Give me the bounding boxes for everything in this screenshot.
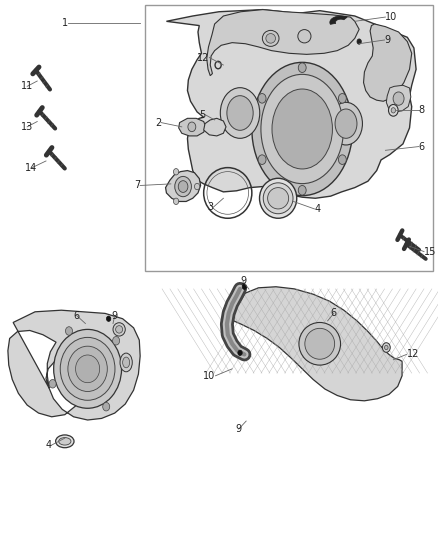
Ellipse shape [262, 30, 279, 46]
Polygon shape [364, 24, 412, 101]
Text: 6: 6 [74, 311, 80, 320]
Polygon shape [204, 118, 226, 136]
Text: 7: 7 [134, 181, 140, 190]
Ellipse shape [298, 29, 311, 43]
Ellipse shape [227, 96, 253, 130]
Text: 5: 5 [199, 110, 205, 119]
Ellipse shape [220, 87, 260, 138]
Ellipse shape [357, 39, 361, 44]
Text: 12: 12 [406, 350, 419, 359]
Text: 8: 8 [419, 106, 425, 115]
Text: 9: 9 [112, 311, 118, 320]
Ellipse shape [393, 92, 404, 106]
Ellipse shape [385, 345, 388, 350]
Ellipse shape [391, 108, 396, 113]
Ellipse shape [305, 328, 335, 359]
Ellipse shape [339, 155, 346, 165]
Polygon shape [166, 171, 201, 201]
Ellipse shape [261, 74, 343, 183]
Ellipse shape [173, 168, 179, 175]
Ellipse shape [49, 379, 56, 388]
Text: 15: 15 [424, 247, 436, 256]
Ellipse shape [330, 102, 363, 145]
Text: 6: 6 [419, 142, 425, 151]
Ellipse shape [123, 357, 130, 368]
Ellipse shape [258, 94, 266, 103]
Polygon shape [8, 310, 140, 420]
Ellipse shape [59, 438, 71, 445]
Ellipse shape [389, 104, 398, 116]
Ellipse shape [238, 350, 242, 356]
Ellipse shape [268, 188, 289, 209]
Ellipse shape [339, 94, 346, 103]
Ellipse shape [116, 326, 123, 333]
Text: 12: 12 [197, 53, 209, 62]
Text: 13: 13 [21, 122, 33, 132]
Ellipse shape [298, 63, 306, 72]
Ellipse shape [382, 343, 390, 352]
Text: 9: 9 [236, 424, 242, 434]
Text: 6: 6 [331, 309, 337, 318]
Ellipse shape [252, 62, 353, 196]
Text: 10: 10 [385, 12, 398, 22]
Ellipse shape [76, 355, 100, 383]
Ellipse shape [68, 346, 107, 391]
Polygon shape [166, 10, 416, 198]
Text: 9: 9 [240, 277, 246, 286]
Text: 9: 9 [385, 35, 391, 45]
Text: 10: 10 [203, 371, 215, 381]
Ellipse shape [335, 109, 357, 139]
Text: 1: 1 [62, 19, 68, 28]
Ellipse shape [56, 435, 74, 448]
Ellipse shape [299, 322, 341, 365]
Ellipse shape [272, 89, 332, 169]
Polygon shape [207, 10, 359, 76]
Ellipse shape [242, 284, 247, 289]
Ellipse shape [60, 337, 115, 400]
Ellipse shape [102, 402, 110, 411]
Text: 4: 4 [46, 440, 52, 450]
Ellipse shape [106, 316, 111, 321]
Ellipse shape [175, 176, 191, 197]
Ellipse shape [66, 327, 73, 335]
Polygon shape [386, 85, 411, 112]
Ellipse shape [54, 329, 122, 408]
Text: 3: 3 [208, 202, 214, 212]
Polygon shape [179, 118, 206, 136]
Text: 2: 2 [155, 118, 161, 127]
Text: 14: 14 [25, 163, 38, 173]
Ellipse shape [173, 198, 179, 205]
Ellipse shape [258, 155, 266, 164]
Polygon shape [330, 16, 347, 25]
Text: 11: 11 [21, 82, 33, 91]
Ellipse shape [266, 34, 276, 43]
Ellipse shape [178, 181, 188, 192]
Bar [145, 5, 433, 271]
Polygon shape [223, 287, 402, 401]
Ellipse shape [113, 323, 125, 336]
Ellipse shape [298, 185, 306, 195]
Ellipse shape [194, 183, 200, 190]
Text: 4: 4 [314, 204, 321, 214]
Ellipse shape [113, 336, 120, 345]
Ellipse shape [263, 183, 293, 214]
Ellipse shape [120, 353, 132, 372]
Ellipse shape [259, 178, 297, 219]
Ellipse shape [188, 122, 196, 132]
